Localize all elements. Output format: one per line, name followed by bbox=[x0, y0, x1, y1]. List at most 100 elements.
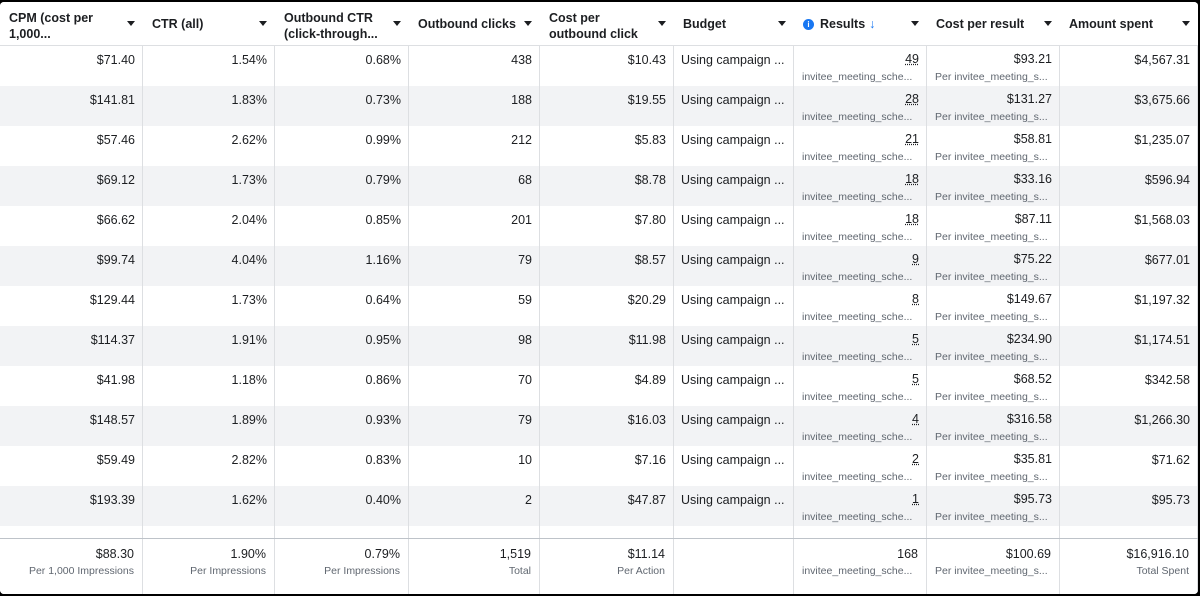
cell-outbound-clicks: 201 bbox=[511, 213, 532, 227]
results-value-text[interactable]: 21 bbox=[905, 132, 919, 146]
column-divider bbox=[143, 2, 275, 594]
cell-amount-spent: $4,567.31 bbox=[1134, 53, 1190, 67]
results-value[interactable]: 5 bbox=[802, 332, 919, 347]
results-value-text[interactable]: 1 bbox=[912, 492, 919, 506]
column-header-ctr[interactable]: CTR (all) bbox=[143, 2, 275, 46]
results-value[interactable]: 9 bbox=[802, 252, 919, 267]
results-value[interactable]: 1 bbox=[802, 492, 919, 507]
table-row[interactable]: $59.49 2.82% 0.83% 10 $7.16 Using campaign ..… bbox=[0, 446, 1198, 486]
column-header-cost-per-outbound[interactable]: Cost per outbound click bbox=[540, 2, 674, 46]
results-value[interactable]: 18 bbox=[802, 172, 919, 187]
results-value-text[interactable]: 8 bbox=[912, 292, 919, 306]
column-header-cost-per-result[interactable]: Cost per result bbox=[927, 2, 1060, 46]
cost-per-result-type: Per invitee_meeting_s... bbox=[935, 71, 1048, 83]
cell-cost-per-outbound: $8.57 bbox=[634, 253, 666, 267]
column-header-budget[interactable]: Budget bbox=[674, 2, 794, 46]
table-row[interactable]: $99.74 4.04% 1.16% 79 $8.57 Using campaign ..… bbox=[0, 246, 1198, 286]
results-value-text[interactable]: 2 bbox=[912, 452, 919, 466]
sort-descending-icon[interactable]: ↓ bbox=[869, 17, 876, 31]
cell-cost-per-result: $87.11 Per invitee_meeting_s... bbox=[927, 206, 1060, 246]
results-value[interactable]: 4 bbox=[802, 412, 919, 427]
summary-cost-per-result: $100.69 Per invitee_meeting_s... bbox=[927, 539, 1060, 594]
results-value[interactable]: 5 bbox=[802, 372, 919, 387]
column-header-results[interactable]: i Results ↓ bbox=[794, 2, 927, 46]
cell-results: 18 invitee_meeting_sche... bbox=[794, 166, 927, 206]
column-header-cpm[interactable]: CPM (cost per 1,000... bbox=[0, 2, 143, 46]
table-row[interactable]: $193.39 1.62% 0.40% 2 $47.87 Using campaign .… bbox=[0, 486, 1198, 526]
column-divider bbox=[409, 2, 540, 594]
cost-per-result-type: Per invitee_meeting_s... bbox=[935, 511, 1048, 523]
table-row[interactable]: $148.57 1.89% 0.93% 79 $16.03 Using campaign … bbox=[0, 406, 1198, 446]
chevron-down-icon[interactable] bbox=[127, 21, 135, 26]
chevron-down-icon[interactable] bbox=[524, 21, 532, 26]
cell-outbound-clicks: 10 bbox=[518, 453, 532, 467]
cell-ctr: 1.83% bbox=[231, 93, 267, 107]
cost-per-result-type: Per invitee_meeting_s... bbox=[935, 351, 1048, 363]
column-header-outbound-ctr[interactable]: Outbound CTR (click-through... bbox=[275, 2, 409, 46]
results-value[interactable]: 49 bbox=[802, 52, 919, 67]
summary-value: 0.79% bbox=[364, 547, 400, 561]
cost-per-result-type: Per invitee_meeting_s... bbox=[935, 271, 1048, 283]
chevron-down-icon[interactable] bbox=[658, 21, 666, 26]
cell-cpm: $193.39 bbox=[89, 493, 135, 507]
results-value-text[interactable]: 18 bbox=[905, 172, 919, 186]
cell-cost-per-result: $149.67 Per invitee_meeting_s... bbox=[927, 286, 1060, 326]
cell-amount-spent: $342.58 bbox=[1144, 373, 1190, 387]
chevron-down-icon[interactable] bbox=[259, 21, 267, 26]
results-value-text[interactable]: 5 bbox=[912, 372, 919, 386]
table-row[interactable]: $41.98 1.18% 0.86% 70 $4.89 Using campaign ..… bbox=[0, 366, 1198, 406]
results-type: invitee_meeting_sche... bbox=[802, 111, 913, 123]
chevron-down-icon[interactable] bbox=[1182, 21, 1190, 26]
column-divider bbox=[927, 2, 1060, 594]
results-value[interactable]: 28 bbox=[802, 92, 919, 107]
summary-budget bbox=[674, 539, 794, 594]
cell-cpm: $129.44 bbox=[89, 293, 135, 307]
column-header-label: Outbound CTR (click-through... bbox=[284, 11, 378, 41]
cost-per-result-type: Per invitee_meeting_s... bbox=[935, 471, 1048, 483]
results-value-text[interactable]: 28 bbox=[905, 92, 919, 106]
chevron-down-icon[interactable] bbox=[393, 21, 401, 26]
results-value[interactable]: 21 bbox=[802, 132, 919, 147]
results-type: invitee_meeting_sche... bbox=[802, 191, 913, 203]
summary-label: Total bbox=[508, 565, 531, 577]
cost-per-result-type: Per invitee_meeting_s... bbox=[935, 111, 1048, 123]
table-row[interactable]: $141.81 1.83% 0.73% 188 $19.55 Using campaign… bbox=[0, 86, 1198, 126]
summary-label: Per Impressions bbox=[324, 565, 400, 577]
table-row[interactable]: $66.62 2.04% 0.85% 201 $7.80 Using campaign .… bbox=[0, 206, 1198, 246]
summary-label: Per Impressions bbox=[190, 565, 266, 577]
results-type: invitee_meeting_sche... bbox=[802, 151, 913, 163]
table-row[interactable]: $71.40 1.54% 0.68% 438 $10.43 Using campaign … bbox=[0, 46, 1198, 86]
table-row[interactable]: $114.37 1.91% 0.95% 98 $11.98 Using campaign … bbox=[0, 326, 1198, 366]
results-type: invitee_meeting_sche... bbox=[802, 271, 913, 283]
table-row[interactable]: $69.12 1.73% 0.79% 68 $8.78 Using campaign ..… bbox=[0, 166, 1198, 206]
cell-outbound-ctr: 0.85% bbox=[365, 213, 401, 227]
cell-outbound-clicks: 68 bbox=[518, 173, 532, 187]
table-row[interactable]: $129.44 1.73% 0.64% 59 $20.29 Using campaign … bbox=[0, 286, 1198, 326]
results-value-text[interactable]: 18 bbox=[905, 212, 919, 226]
column-header-amount-spent[interactable]: Amount spent bbox=[1060, 2, 1198, 46]
results-value[interactable]: 18 bbox=[802, 212, 919, 227]
results-value-text[interactable]: 5 bbox=[912, 332, 919, 346]
results-value[interactable]: 8 bbox=[802, 292, 919, 307]
summary-value: $16,916.10 bbox=[1126, 547, 1189, 561]
table-row[interactable]: $57.46 2.62% 0.99% 212 $5.83 Using campaign .… bbox=[0, 126, 1198, 166]
cost-per-result-type: Per invitee_meeting_s... bbox=[935, 311, 1048, 323]
results-value-text[interactable]: 4 bbox=[912, 412, 919, 426]
cell-outbound-clicks: 70 bbox=[518, 373, 532, 387]
cell-cpm: $59.49 bbox=[96, 453, 135, 467]
chevron-down-icon[interactable] bbox=[1044, 21, 1052, 26]
results-value-text[interactable]: 49 bbox=[905, 52, 919, 66]
summary-value: 1,519 bbox=[499, 547, 531, 561]
cell-cost-per-outbound: $20.29 bbox=[627, 293, 666, 307]
chevron-down-icon[interactable] bbox=[778, 21, 786, 26]
cell-cpm: $57.46 bbox=[96, 133, 135, 147]
chevron-down-icon[interactable] bbox=[911, 21, 919, 26]
column-divider bbox=[794, 2, 927, 594]
results-value[interactable]: 2 bbox=[802, 452, 919, 467]
column-header-outbound-clicks[interactable]: Outbound clicks bbox=[409, 2, 540, 46]
info-icon[interactable]: i bbox=[803, 19, 814, 30]
cost-per-result-type: Per invitee_meeting_s... bbox=[935, 151, 1048, 163]
results-value-text[interactable]: 9 bbox=[912, 252, 919, 266]
